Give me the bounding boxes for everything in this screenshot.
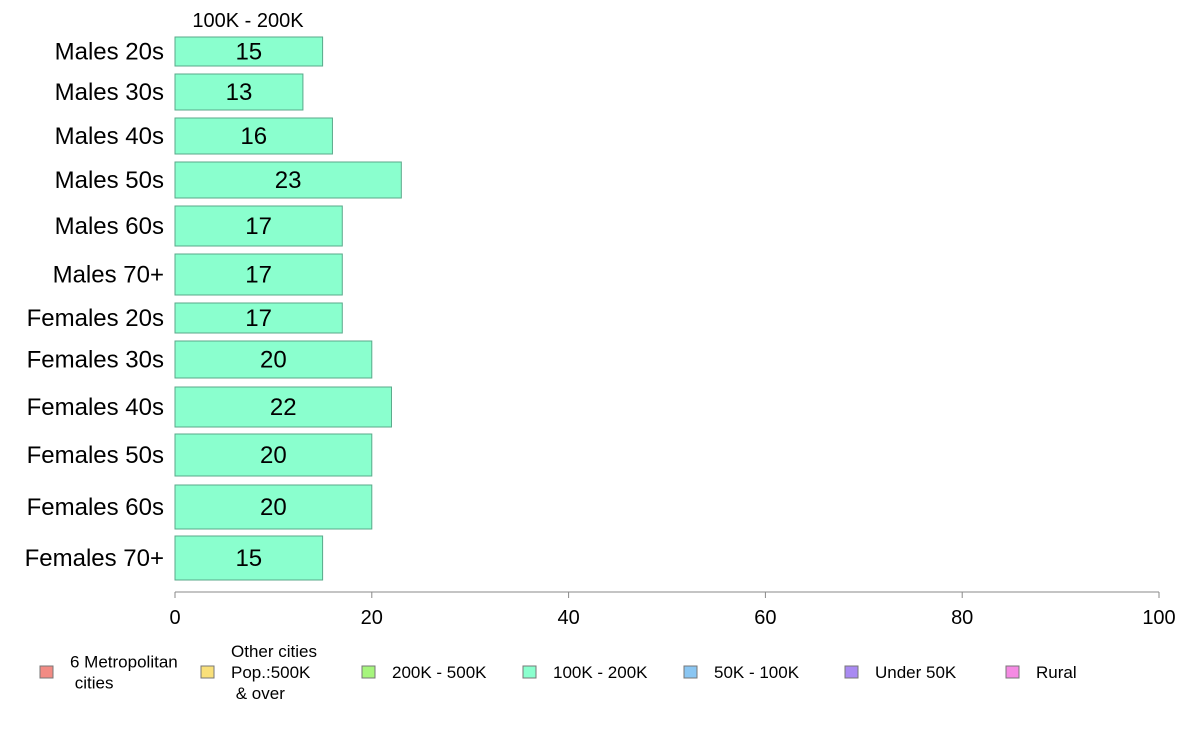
category-label: Males 40s	[55, 123, 164, 150]
bar	[174, 386, 392, 428]
x-tick-label: 80	[951, 607, 973, 629]
legend-label-line: Other cities	[231, 642, 317, 661]
category-label: Males 50s	[55, 167, 164, 194]
legend-item: 200K - 500K	[361, 663, 487, 682]
legend-swatch	[1005, 665, 1020, 679]
x-tick-label: 0	[169, 607, 180, 629]
legend-label: Rural	[1036, 663, 1077, 682]
bar	[174, 205, 343, 247]
bar	[174, 340, 373, 379]
data-label: 15	[235, 39, 262, 66]
legend-label: 200K - 500K	[392, 663, 487, 682]
legend-label-line: 200K - 500K	[392, 663, 487, 682]
data-label: 20	[260, 494, 287, 521]
legend-label-line: & over	[231, 684, 285, 703]
category-label: Males 60s	[55, 213, 164, 240]
legend-item: 100K - 200K	[522, 663, 648, 682]
bar	[174, 302, 343, 334]
bar	[174, 36, 324, 67]
legend-label-line: 100K - 200K	[553, 663, 648, 682]
data-label: 17	[245, 262, 272, 289]
legend-swatch	[361, 665, 376, 679]
legend-swatch	[844, 665, 859, 679]
legend-item: 6 Metropolitan cities	[39, 653, 178, 693]
legend-item: 50K - 100K	[683, 663, 800, 682]
category-label: Females 30s	[27, 347, 164, 374]
legend-label-line: Under 50K	[875, 663, 957, 682]
data-label: 16	[240, 123, 267, 150]
category-label: Females 50s	[27, 442, 164, 469]
panel-title: 100K - 200K	[192, 10, 304, 32]
legend-item: Under 50K	[844, 663, 957, 682]
data-label: 13	[226, 79, 253, 106]
category-label: Males 20s	[55, 39, 164, 66]
legend-label-line: Pop.:500K	[231, 663, 311, 682]
data-label: 20	[260, 442, 287, 469]
legend-item: Other cities Pop.:500K & over	[200, 642, 317, 703]
category-label: Males 70+	[53, 262, 164, 289]
legend-label: Under 50K	[875, 663, 957, 682]
data-label: 15	[235, 545, 262, 572]
bar	[174, 535, 324, 581]
data-label: 23	[275, 167, 302, 194]
x-axis: 0 20 40 60 80 100	[169, 591, 1176, 629]
legend-item: Rural	[1005, 663, 1077, 682]
data-label: 20	[260, 347, 287, 374]
data-label: 17	[245, 305, 272, 332]
bar	[174, 161, 402, 199]
legend-swatch	[200, 665, 215, 679]
x-tick-label: 20	[361, 607, 383, 629]
x-tick-label: 60	[754, 607, 776, 629]
x-tick-label: 100	[1142, 607, 1175, 629]
bar	[174, 73, 304, 111]
bars-group: 15 Males 20s 13 Males 30s 16 Males 40s 23 Males…	[25, 36, 402, 581]
legend-label-line: 50K - 100K	[714, 663, 800, 682]
category-label: Females 60s	[27, 494, 164, 521]
legend-label-line: Rural	[1036, 663, 1077, 682]
category-label: Males 30s	[55, 79, 164, 106]
category-label: Females 20s	[27, 305, 164, 332]
legend-swatch	[39, 665, 54, 679]
legend-label: Other cities Pop.:500K & over	[231, 642, 317, 703]
data-label: 17	[245, 213, 272, 240]
bar	[174, 253, 343, 296]
legend-swatch	[683, 665, 698, 679]
bar	[174, 433, 373, 477]
x-tick-label: 40	[557, 607, 579, 629]
legend-label: 50K - 100K	[714, 663, 800, 682]
category-label: Females 70+	[25, 545, 164, 572]
data-label: 22	[270, 394, 297, 421]
legend-swatch	[522, 665, 537, 679]
legend-label: 100K - 200K	[553, 663, 648, 682]
legend-label-line: cities	[70, 674, 113, 693]
bar	[174, 484, 373, 530]
legend: 6 Metropolitan cities Other cities Pop.:50…	[39, 642, 1077, 703]
category-label: Females 40s	[27, 394, 164, 421]
legend-label-line: 6 Metropolitan	[70, 653, 178, 672]
legend-label: 6 Metropolitan cities	[70, 653, 178, 693]
bar	[174, 117, 333, 155]
